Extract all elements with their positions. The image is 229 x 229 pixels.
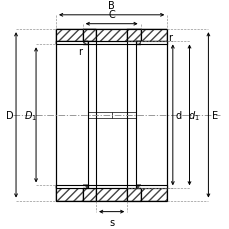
Polygon shape [135,185,140,188]
Polygon shape [135,185,166,188]
Polygon shape [140,42,166,188]
Polygon shape [82,42,87,45]
Text: d: d [174,110,181,120]
Text: s: s [109,217,114,227]
Text: r: r [77,47,81,57]
Polygon shape [135,42,140,45]
Text: $D_1$: $D_1$ [24,109,37,122]
Text: $d_1$: $d_1$ [187,109,199,122]
Text: C: C [108,10,114,20]
Polygon shape [82,30,96,42]
Polygon shape [82,185,87,188]
Polygon shape [135,42,166,45]
Polygon shape [96,42,127,188]
Polygon shape [56,185,87,188]
Text: E: E [211,110,217,120]
Text: D: D [5,110,13,120]
Polygon shape [56,42,82,188]
Polygon shape [127,188,140,201]
Polygon shape [87,42,135,188]
Text: B: B [108,1,114,11]
Polygon shape [56,30,166,45]
Polygon shape [56,42,87,45]
Polygon shape [127,30,140,42]
Polygon shape [82,188,96,201]
Polygon shape [56,185,166,201]
Text: r: r [168,33,172,43]
